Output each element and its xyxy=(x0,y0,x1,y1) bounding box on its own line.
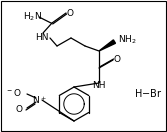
Text: N$^+$: N$^+$ xyxy=(32,94,46,106)
Text: O: O xyxy=(66,8,73,18)
Text: O: O xyxy=(114,55,121,65)
Polygon shape xyxy=(99,40,116,51)
Text: H$_2$N: H$_2$N xyxy=(23,11,41,23)
Text: HN: HN xyxy=(35,32,49,41)
Text: NH: NH xyxy=(92,81,106,91)
Text: H$-$Br: H$-$Br xyxy=(134,87,162,99)
Text: O: O xyxy=(15,105,22,114)
Text: $^-$O: $^-$O xyxy=(6,86,22,98)
Text: NH$_2$: NH$_2$ xyxy=(118,34,137,46)
